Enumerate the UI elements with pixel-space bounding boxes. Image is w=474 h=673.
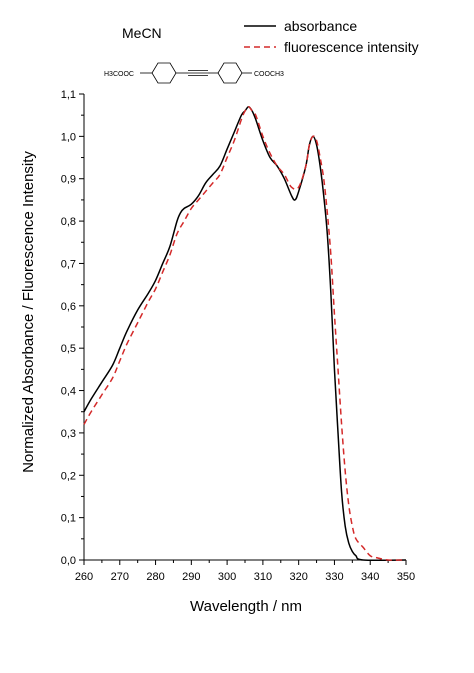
- x-tick-label: 300: [218, 571, 236, 583]
- x-tick-label: 340: [361, 571, 379, 583]
- legend-label-fluorescence: fluorescence intensity: [284, 39, 419, 55]
- series-line-absorbance: [83, 105, 407, 562]
- y-tick-label: 0,0: [61, 555, 76, 567]
- y-tick-label: 0,2: [61, 470, 76, 482]
- legend: absorbance fluorescence intensity: [244, 18, 419, 55]
- series-line-fluorescence: [83, 105, 407, 561]
- y-tick-label: 0,7: [61, 258, 76, 270]
- benzene-ring-right: [217, 62, 243, 84]
- x-tick-label: 270: [111, 571, 129, 583]
- x-tick-label: 350: [397, 571, 415, 583]
- y-tick-label: 0,5: [61, 343, 76, 355]
- y-axis-title: Normalized Absorbance / Fluorescence Int…: [20, 151, 37, 473]
- molecule-structure: H3COOC COOCH3: [104, 62, 284, 84]
- y-tick-label: 0,9: [61, 174, 76, 186]
- axes: 0,0 0,1 0,2 0,3 0,4 0,5 0,6 0,7 0,8 0,9 1,0 1,1 260 2…: [61, 89, 415, 583]
- y-tick-label: 1,0: [61, 131, 76, 143]
- legend-label-absorbance: absorbance: [284, 18, 357, 34]
- x-tick-label: 310: [254, 571, 272, 583]
- y-tick-label: 0,8: [61, 216, 76, 228]
- x-tick-label: 260: [75, 571, 93, 583]
- y-tick-label: 0,3: [61, 428, 76, 440]
- benzene-ring-left: [151, 62, 177, 84]
- y-tick-label: 0,4: [61, 386, 76, 398]
- plot-lines: [83, 105, 407, 562]
- x-tick-label: 330: [325, 571, 343, 583]
- y-tick-label: 0,1: [61, 513, 76, 525]
- solvent-label: MeCN: [122, 25, 162, 41]
- molecule-right-label: COOCH3: [254, 71, 284, 78]
- x-tick-label: 320: [289, 571, 307, 583]
- y-tick-label: 1,1: [61, 89, 76, 101]
- y-tick-label: 0,6: [61, 301, 76, 313]
- molecule-left-label: H3COOC: [104, 71, 134, 78]
- x-tick-label: 290: [182, 571, 200, 583]
- x-axis-title: Wavelength / nm: [190, 598, 302, 615]
- x-tick-label: 280: [146, 571, 164, 583]
